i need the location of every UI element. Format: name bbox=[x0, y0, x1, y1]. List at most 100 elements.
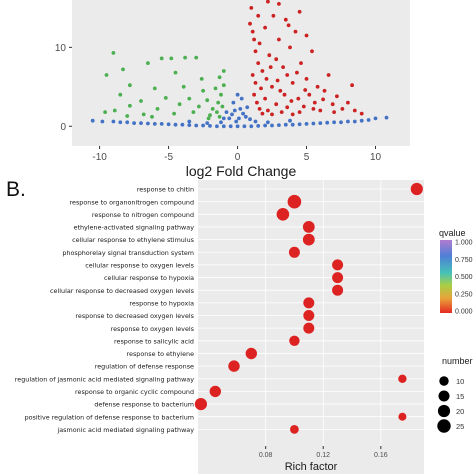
volcano-point bbox=[121, 67, 125, 72]
volcano-point bbox=[139, 99, 143, 103]
enrichment-point bbox=[303, 310, 315, 321]
enrichment-point bbox=[288, 246, 300, 258]
volcano-point bbox=[256, 61, 261, 65]
enrichment-category-label: response to oxygen levels bbox=[111, 325, 195, 333]
volcano-point bbox=[310, 49, 314, 54]
enrichment-category-label: response to salicylic acid bbox=[114, 337, 194, 345]
volcano-point bbox=[297, 9, 302, 14]
volcano-point bbox=[256, 13, 261, 18]
volcano-point bbox=[221, 116, 226, 121]
volcano-point bbox=[285, 73, 290, 77]
enrichment-category-label: response to nitrogen compound bbox=[92, 211, 194, 219]
volcano-point bbox=[277, 2, 281, 6]
volcano-point bbox=[235, 92, 240, 97]
number-legend-items: 10 15 20 25 bbox=[437, 376, 464, 433]
volcano-point bbox=[266, 0, 270, 4]
enrichment-x-tick-label: 0.16 bbox=[374, 452, 388, 459]
volcano-point bbox=[125, 120, 130, 125]
volcano-point bbox=[210, 107, 215, 111]
volcano-point bbox=[384, 115, 389, 120]
volcano-point bbox=[312, 100, 317, 105]
volcano-point bbox=[318, 121, 323, 125]
volcano-point bbox=[112, 108, 117, 113]
qvalue-legend-label: 0.750 bbox=[455, 257, 473, 264]
volcano-point bbox=[307, 92, 312, 97]
volcano-point bbox=[260, 69, 265, 73]
volcano-point bbox=[295, 70, 299, 75]
volcano-point bbox=[217, 75, 222, 80]
enrichment-point bbox=[398, 374, 407, 383]
volcano-point bbox=[253, 119, 258, 124]
enrichment-category-label: cellular response to ethylene stimulus bbox=[72, 236, 195, 244]
volcano-point bbox=[303, 88, 308, 92]
volcano-point bbox=[373, 116, 378, 121]
volcano-point bbox=[253, 81, 258, 85]
number-legend-dot bbox=[438, 390, 450, 402]
volcano-point bbox=[249, 124, 254, 129]
volcano-point bbox=[253, 49, 258, 54]
enrichment-point bbox=[410, 182, 423, 196]
number-legend-label: 20 bbox=[456, 407, 464, 416]
volcano-point bbox=[304, 77, 309, 81]
volcano-point bbox=[275, 78, 280, 83]
volcano-point bbox=[304, 33, 309, 38]
volcano-point bbox=[296, 96, 301, 101]
volcano-point bbox=[234, 119, 239, 124]
volcano-point bbox=[311, 107, 316, 111]
volcano-point bbox=[194, 55, 199, 60]
volcano-point bbox=[315, 84, 320, 89]
volcano-point bbox=[90, 118, 95, 123]
volcano-point bbox=[177, 102, 182, 107]
volcano-point bbox=[132, 121, 137, 125]
volcano-point bbox=[268, 65, 273, 69]
qvalue-legend-labels: 1.000 0.750 0.500 0.250 0.000 bbox=[455, 240, 473, 316]
enrichment-category-label: response to ethylene bbox=[127, 350, 195, 358]
volcano-point bbox=[215, 124, 219, 129]
panel-b-label: B. bbox=[6, 178, 26, 201]
volcano-point bbox=[277, 123, 281, 127]
volcano-point bbox=[288, 45, 292, 50]
volcano-point bbox=[216, 100, 221, 105]
qvalue-legend-title: qvalue bbox=[439, 228, 466, 238]
volcano-point bbox=[257, 41, 262, 46]
volcano-point bbox=[173, 70, 178, 75]
volcano-point bbox=[118, 92, 123, 97]
volcano-point bbox=[100, 119, 105, 124]
volcano-point bbox=[127, 83, 132, 88]
volcano-point bbox=[152, 86, 157, 91]
volcano-point bbox=[232, 108, 237, 113]
volcano-point bbox=[270, 84, 274, 89]
volcano-point bbox=[297, 110, 302, 114]
volcano-x-tick-label: -10 bbox=[92, 152, 107, 163]
volcano-point bbox=[326, 73, 331, 77]
volcano-point bbox=[281, 65, 285, 69]
enrichment-point bbox=[276, 208, 290, 221]
enrichment-x-axis: 0.08 0.12 0.16 bbox=[259, 446, 388, 459]
volcano-point bbox=[197, 104, 201, 109]
volcano-point bbox=[340, 107, 345, 111]
enrichment-point bbox=[245, 347, 257, 360]
enrichment-x-tick-label: 0.08 bbox=[259, 452, 273, 459]
volcano-point bbox=[242, 124, 247, 129]
volcano-point bbox=[259, 86, 263, 91]
enrichment-point bbox=[332, 272, 344, 284]
enrichment-category-label: jasmonic acid mediated signaling pathway bbox=[56, 426, 194, 434]
qvalue-legend: qvalue 1.000 0.750 0.500 0.250 0.000 bbox=[439, 228, 473, 316]
volcano-point bbox=[290, 122, 295, 127]
volcano-point bbox=[350, 83, 354, 88]
number-legend-dot bbox=[439, 376, 449, 386]
volcano-point bbox=[289, 99, 294, 103]
volcano-point bbox=[205, 98, 210, 103]
volcano-plot-area bbox=[72, 0, 410, 146]
volcano-point bbox=[248, 21, 252, 26]
enrichment-category-label: response to decreased oxygen levels bbox=[75, 312, 194, 320]
enrichment-point bbox=[302, 221, 315, 233]
volcano-plot: -10 -5 0 5 10 0 10 log2 Fold Change bbox=[55, 0, 410, 179]
volcano-point bbox=[111, 51, 116, 55]
volcano-point bbox=[277, 37, 281, 42]
volcano-point bbox=[201, 123, 206, 128]
number-legend-label: 15 bbox=[456, 392, 464, 401]
volcano-point bbox=[215, 110, 219, 114]
volcano-point bbox=[103, 110, 107, 114]
volcano-point bbox=[159, 122, 164, 126]
